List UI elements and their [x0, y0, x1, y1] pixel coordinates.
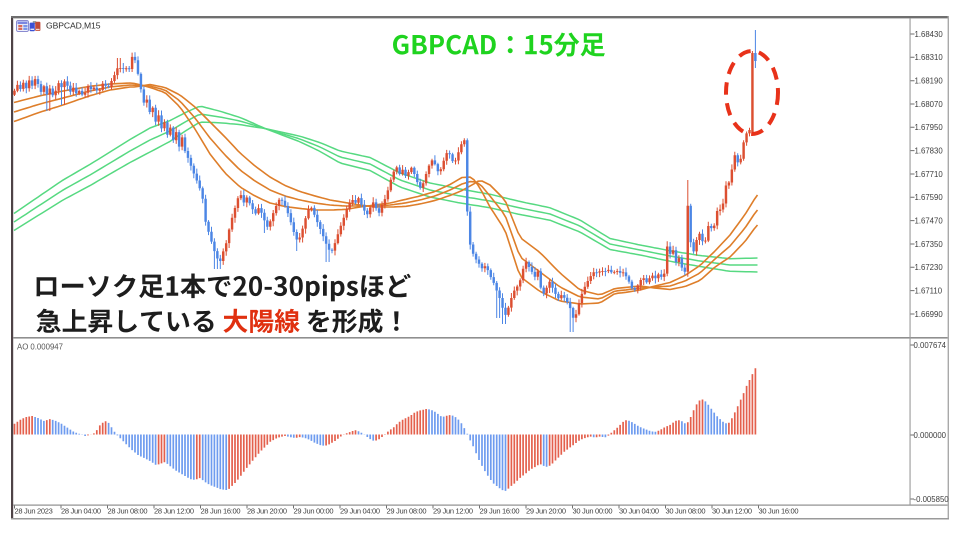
svg-text:0.007674: 0.007674: [914, 341, 947, 350]
svg-text:30 Jun 12:00: 30 Jun 12:00: [712, 507, 752, 516]
svg-text:1.68070: 1.68070: [915, 100, 944, 109]
svg-text:29 Jun 12:00: 29 Jun 12:00: [433, 507, 473, 516]
svg-text:29 Jun 04:00: 29 Jun 04:00: [340, 507, 380, 516]
svg-text:28 Jun 16:00: 28 Jun 16:00: [201, 507, 241, 516]
svg-text:1.66990: 1.66990: [915, 310, 944, 319]
svg-text:1.67830: 1.67830: [915, 147, 944, 156]
svg-text:1.67470: 1.67470: [915, 217, 944, 226]
svg-text:1.67590: 1.67590: [915, 193, 944, 202]
svg-text:30 Jun 04:00: 30 Jun 04:00: [619, 507, 659, 516]
svg-text:30 Jun 16:00: 30 Jun 16:00: [759, 507, 799, 516]
svg-text:1.67950: 1.67950: [915, 123, 944, 132]
svg-text:GBPCAD,M15: GBPCAD,M15: [46, 20, 101, 30]
svg-text:28 Jun 08:00: 28 Jun 08:00: [108, 507, 148, 516]
svg-text:1.68310: 1.68310: [915, 53, 944, 62]
svg-text:28 Jun 04:00: 28 Jun 04:00: [61, 507, 101, 516]
svg-text:28 Jun 20:00: 28 Jun 20:00: [247, 507, 287, 516]
svg-text:1.67710: 1.67710: [915, 170, 944, 179]
svg-text:29 Jun 00:00: 29 Jun 00:00: [294, 507, 334, 516]
svg-text:AO 0.000947: AO 0.000947: [17, 343, 63, 352]
svg-text:29 Jun 20:00: 29 Jun 20:00: [526, 507, 566, 516]
svg-text:-0.005850: -0.005850: [914, 495, 950, 504]
svg-text:29 Jun 08:00: 29 Jun 08:00: [387, 507, 427, 516]
svg-text:28 Jun 2023: 28 Jun 2023: [15, 507, 53, 516]
svg-text:1.68190: 1.68190: [915, 77, 944, 86]
svg-text:28 Jun 12:00: 28 Jun 12:00: [154, 507, 194, 516]
svg-text:1.67110: 1.67110: [915, 287, 943, 296]
svg-text:30 Jun 00:00: 30 Jun 00:00: [573, 507, 613, 516]
svg-text:1.67230: 1.67230: [915, 263, 944, 272]
svg-text:29 Jun 16:00: 29 Jun 16:00: [480, 507, 520, 516]
svg-text:1.67350: 1.67350: [915, 240, 944, 249]
svg-text:30 Jun 08:00: 30 Jun 08:00: [666, 507, 706, 516]
svg-text:1.68430: 1.68430: [915, 30, 944, 39]
svg-text:0.000000: 0.000000: [914, 431, 947, 440]
